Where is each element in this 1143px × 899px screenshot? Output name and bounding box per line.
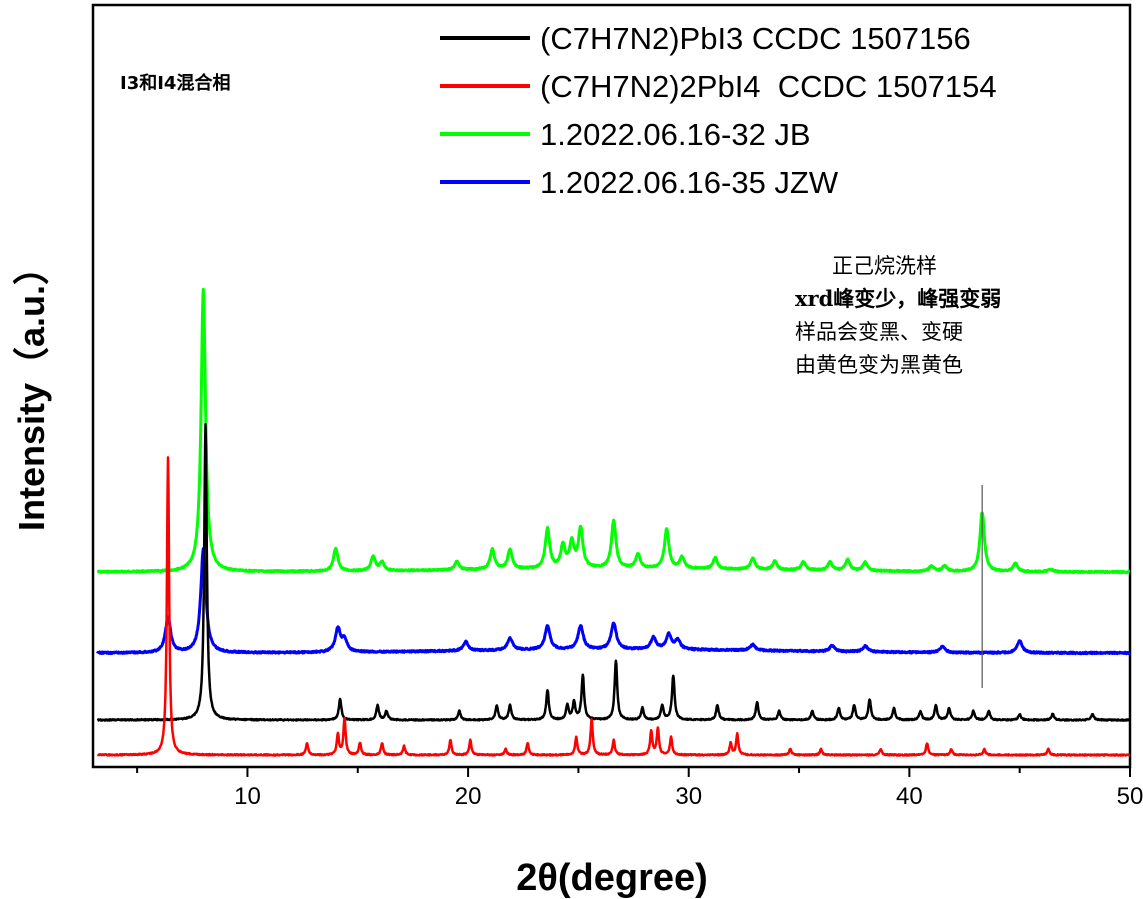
series-line-1 xyxy=(96,456,1131,757)
legend: (C7H7N2)PbI3 CCDC 1507156 (C7H7N2)2PbI4 … xyxy=(440,21,997,200)
legend-label-0: (C7H7N2)PbI3 CCDC 1507156 xyxy=(540,21,971,56)
corner-label: I3和I4混合相 xyxy=(120,72,230,94)
annotation-note: 正己烷洗样 xrd峰变少，峰强变弱 样品会变黑、变硬 由黄色变为黑黄色 xyxy=(795,254,1001,377)
series-layer xyxy=(96,287,1131,757)
series-line-3 xyxy=(96,547,1131,656)
x-axis-tick-labels: 10 20 30 40 50 xyxy=(234,783,1143,810)
x-tick-label-30: 30 xyxy=(675,783,702,810)
plot-frame xyxy=(91,3,1132,769)
annotation-line-1: xrd峰变少，峰强变弱 xyxy=(795,286,1001,311)
x-tick-label-10: 10 xyxy=(234,783,261,810)
series-line-0 xyxy=(96,423,1131,722)
x-tick-label-40: 40 xyxy=(896,783,923,810)
legend-label-3: 1.2022.06.16-35 JZW xyxy=(540,165,839,200)
annotation-line-0: 正己烷洗样 xyxy=(832,254,937,278)
x-tick-label-20: 20 xyxy=(455,783,482,810)
x-axis-ticks xyxy=(136,767,1131,777)
x-axis-title: 2θ(degree) xyxy=(516,857,708,899)
series-line-2 xyxy=(96,287,1131,575)
legend-label-1: (C7H7N2)2PbI4 CCDC 1507154 xyxy=(540,69,997,104)
annotation-line-2: 样品会变黑、变硬 xyxy=(795,320,963,344)
annotation-line-3: 由黄色变为黑黄色 xyxy=(795,353,963,377)
y-axis-title: Intensity（a.u.） xyxy=(11,249,52,531)
legend-label-2: 1.2022.06.16-32 JB xyxy=(540,117,811,152)
x-tick-label-50: 50 xyxy=(1117,783,1143,810)
